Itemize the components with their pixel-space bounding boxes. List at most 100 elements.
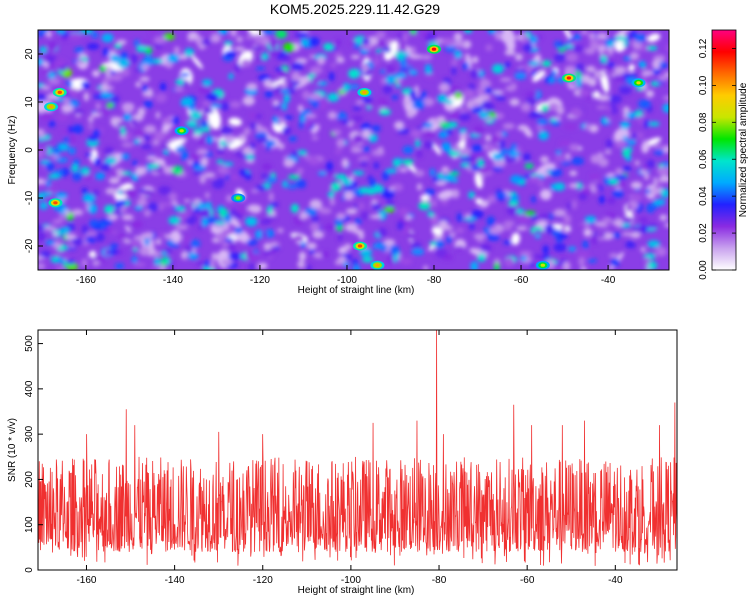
spectrogram-cell — [70, 237, 84, 246]
spectrogram-cell — [137, 107, 146, 117]
spectrogram-cell — [410, 46, 417, 56]
x-tick-label: -140 — [165, 575, 185, 586]
y-tick-label: 0 — [24, 567, 35, 573]
spectrogram-cell — [438, 220, 449, 231]
spectrogram-cell — [104, 146, 115, 155]
spectrogram-cell — [503, 220, 515, 227]
spectrogram-cell — [38, 94, 47, 102]
spectrogram-cell — [408, 69, 418, 76]
spectrogram-cell — [316, 99, 328, 110]
colorbar-ticks: 0.00 0.02 0.04 0.06 0.08 0.10 0.12 — [698, 38, 736, 280]
spectrogram-cell — [626, 111, 636, 119]
spectrogram-cell — [163, 133, 176, 140]
spectrogram-cell — [131, 239, 139, 248]
spectrogram-cell — [48, 61, 54, 70]
spectrogram-cell — [235, 151, 245, 158]
spectrogram-cell — [479, 243, 492, 252]
spectrogram-cell — [553, 53, 566, 62]
spectrogram-cell — [162, 33, 175, 41]
spectrogram-cell — [437, 172, 444, 179]
spectrogram-cell — [535, 90, 542, 100]
spectrogram-cell — [556, 105, 565, 115]
spectrogram-cell — [216, 232, 226, 242]
spectrogram-cell — [265, 216, 278, 221]
spectrogram-cell — [453, 32, 463, 42]
spectrogram-cell — [38, 132, 46, 138]
spectrogram-cell — [371, 125, 381, 132]
spectrogram-cell — [635, 110, 644, 117]
spectrogram-cell — [537, 118, 548, 126]
spectrogram-cell — [629, 51, 639, 61]
spectrogram-cell — [220, 259, 233, 266]
spectrogram-cell — [582, 240, 589, 250]
snr-y-axis: 0 100 200 300 400 500 — [24, 335, 43, 573]
spectrogram-cell — [113, 43, 123, 49]
spectrogram-cell — [377, 97, 387, 105]
spectrogram-cell — [68, 147, 76, 155]
spectrogram-cell — [101, 82, 109, 92]
spectrogram-cell — [455, 227, 465, 234]
y-tick-label: 20 — [24, 48, 35, 60]
spectrogram-cell — [484, 143, 496, 154]
spectrogram-cell — [405, 215, 413, 220]
spectrogram-cell — [228, 174, 242, 181]
spectrogram-cell — [397, 128, 410, 135]
spectrogram-cell — [311, 135, 319, 141]
spectrogram-cell — [81, 187, 88, 195]
spectrogram-cell — [646, 159, 655, 169]
spectrogram-cell — [62, 169, 71, 175]
spectrogram-cell — [234, 62, 241, 73]
spectrogram-cell — [110, 95, 120, 103]
spectrogram-cell — [527, 60, 540, 66]
spectrogram-cell — [152, 58, 164, 64]
spectrogram-peak — [370, 260, 385, 270]
spectrogram-cell — [214, 220, 226, 226]
spectrogram-cell — [266, 177, 278, 183]
spectrogram-cell — [202, 100, 211, 107]
spectrogram-cell — [234, 227, 244, 234]
spectrogram-cell — [329, 197, 336, 206]
spectrogram-cell — [381, 189, 394, 200]
spectrogram-cell — [359, 160, 369, 167]
spectrogram-cell — [193, 165, 207, 171]
spectrogram-cell — [205, 135, 214, 145]
spectrogram-cell — [104, 204, 115, 215]
spectrogram-cell — [99, 64, 107, 73]
spectrogram-cell — [361, 37, 371, 46]
snr-x-label: Height of straight line (km) — [298, 585, 415, 596]
spectrogram-cell — [493, 160, 506, 168]
spectrogram-cell — [505, 85, 516, 92]
spectrogram-cell — [584, 47, 596, 55]
spectrogram-cell — [646, 223, 659, 229]
spectrogram-cell — [266, 206, 273, 215]
spectrogram-cell — [305, 113, 317, 119]
spectrogram-cell — [438, 130, 448, 139]
spectrogram-cell — [423, 265, 429, 270]
y-tick-label: -10 — [24, 190, 35, 205]
spectrogram-cell — [160, 202, 174, 207]
spectrogram-cell — [453, 40, 466, 48]
spectrogram-cell — [261, 52, 269, 61]
spectrogram-cell — [86, 42, 100, 50]
spectrogram-cell — [621, 216, 635, 223]
spectrogram-cell — [182, 195, 191, 201]
spectrogram-cell — [556, 233, 568, 239]
spectrogram-cell — [490, 135, 500, 143]
spectrogram-cell — [454, 245, 465, 251]
spectrogram-cell — [530, 195, 537, 203]
spectrogram-cell — [493, 262, 500, 270]
spectrogram-cell — [441, 142, 452, 152]
spectrogram-cell — [150, 264, 160, 270]
spectrogram-cell — [208, 30, 219, 34]
spectrogram-cell — [236, 36, 244, 43]
spectrogram-cell — [59, 227, 70, 234]
spectrogram-peak — [561, 73, 576, 83]
x-tick-label: -80 — [427, 275, 442, 286]
spectrogram-cell — [581, 30, 588, 35]
spectrogram-cell — [342, 262, 350, 267]
spectrogram-cell — [190, 239, 201, 249]
spectrogram-cell — [334, 148, 343, 155]
spectrogram-void — [583, 228, 593, 237]
spectrogram-cell — [150, 30, 156, 35]
spectrogram-cell — [269, 39, 278, 50]
